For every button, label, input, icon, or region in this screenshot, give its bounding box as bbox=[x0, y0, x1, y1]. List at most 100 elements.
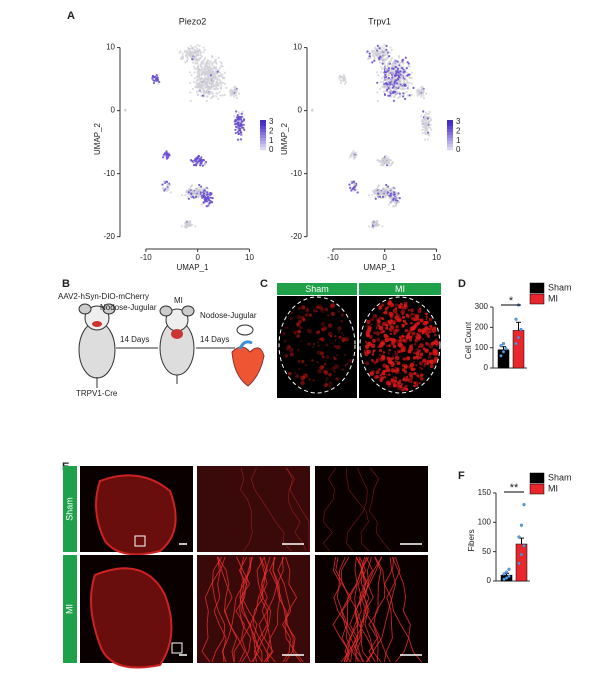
neuron bbox=[289, 317, 293, 321]
colorbar-step bbox=[260, 144, 266, 148]
cell-point bbox=[196, 86, 199, 89]
cell-point bbox=[234, 125, 238, 128]
neuron bbox=[383, 333, 386, 336]
data-point bbox=[517, 535, 521, 539]
neuron bbox=[417, 328, 422, 333]
neuron bbox=[381, 372, 385, 376]
neuron bbox=[418, 361, 424, 366]
cell-point bbox=[202, 201, 205, 204]
cell-point bbox=[192, 65, 196, 68]
nerve-fiber bbox=[250, 467, 292, 552]
data-point bbox=[514, 342, 518, 346]
neuron bbox=[396, 328, 400, 332]
colorbar-step bbox=[260, 126, 266, 130]
cell-point bbox=[348, 183, 351, 186]
neuron bbox=[388, 305, 390, 308]
colorbar-step bbox=[447, 123, 453, 127]
cell-point bbox=[225, 86, 228, 89]
cell-point bbox=[215, 61, 218, 64]
cell-point bbox=[205, 62, 208, 65]
neuron bbox=[375, 358, 379, 362]
cell-point bbox=[193, 58, 196, 62]
neuron bbox=[413, 351, 416, 355]
neuron bbox=[407, 349, 412, 354]
cell-point bbox=[190, 74, 193, 77]
cell-point bbox=[239, 130, 242, 133]
neuron bbox=[403, 303, 408, 308]
cell-point bbox=[194, 45, 197, 48]
neuron bbox=[387, 303, 390, 306]
cell-point bbox=[233, 88, 236, 91]
neuron bbox=[421, 367, 424, 370]
cell-point bbox=[410, 82, 414, 85]
cell-point bbox=[186, 50, 189, 53]
y-tick-label: 10 bbox=[106, 43, 115, 52]
neuron bbox=[411, 331, 416, 336]
nerve-fiber bbox=[252, 556, 268, 663]
cell-point bbox=[215, 92, 218, 95]
x-tick-label: 10 bbox=[432, 253, 441, 262]
cell-point bbox=[382, 163, 385, 166]
neuron bbox=[297, 306, 301, 310]
cell-point bbox=[422, 97, 425, 100]
umap-points bbox=[124, 44, 246, 229]
neuron bbox=[294, 371, 297, 374]
cell-point bbox=[196, 50, 199, 53]
neuron bbox=[390, 325, 394, 329]
neuron bbox=[429, 364, 434, 369]
cell-point bbox=[201, 196, 204, 199]
colorbar-step bbox=[260, 120, 266, 124]
cell-point bbox=[385, 183, 388, 187]
cell-point bbox=[211, 76, 214, 79]
data-point bbox=[501, 342, 506, 346]
neuron bbox=[385, 337, 387, 340]
cell-point bbox=[373, 223, 376, 227]
cell-point bbox=[406, 80, 409, 83]
cell-point bbox=[217, 78, 220, 81]
neuron bbox=[402, 319, 406, 323]
neuron bbox=[420, 377, 424, 381]
cell-point bbox=[378, 189, 381, 192]
neuron bbox=[405, 387, 409, 391]
neuron bbox=[378, 305, 383, 310]
cell-point bbox=[423, 114, 426, 117]
cell-point bbox=[201, 55, 204, 58]
panel-label: F bbox=[458, 470, 465, 482]
neuron bbox=[327, 323, 333, 328]
colorbar-step bbox=[260, 138, 266, 142]
cell-point bbox=[426, 124, 429, 127]
cell-point bbox=[386, 54, 389, 57]
cell-point bbox=[391, 186, 395, 190]
cell-point bbox=[390, 77, 393, 81]
cell-point bbox=[426, 138, 429, 141]
neuron bbox=[335, 377, 339, 381]
cell-point bbox=[218, 67, 221, 70]
cell-point bbox=[185, 219, 188, 222]
cell-point bbox=[402, 82, 405, 85]
cell-point bbox=[392, 205, 395, 208]
inset-box bbox=[134, 535, 146, 547]
cell-point bbox=[391, 200, 394, 203]
neuron bbox=[419, 307, 422, 310]
cell-point bbox=[240, 112, 243, 115]
cell-point bbox=[199, 160, 202, 163]
neuron bbox=[405, 334, 410, 340]
cell-point bbox=[393, 59, 396, 62]
cell-point bbox=[404, 78, 407, 81]
cell-point bbox=[204, 65, 207, 68]
neuron bbox=[417, 353, 420, 356]
cell-point bbox=[368, 52, 371, 55]
neuron bbox=[324, 383, 328, 387]
x-tick-label: 0 bbox=[195, 253, 200, 262]
legend-swatch bbox=[529, 282, 545, 294]
neuron bbox=[330, 311, 336, 317]
cell-point bbox=[197, 65, 200, 69]
cell-point bbox=[218, 90, 221, 93]
neuron bbox=[385, 373, 388, 376]
cell-point bbox=[394, 65, 397, 69]
cell-point bbox=[217, 56, 220, 59]
neuron bbox=[308, 329, 313, 334]
cell-point bbox=[213, 65, 216, 68]
neuron bbox=[416, 335, 420, 340]
neuron bbox=[373, 360, 377, 365]
